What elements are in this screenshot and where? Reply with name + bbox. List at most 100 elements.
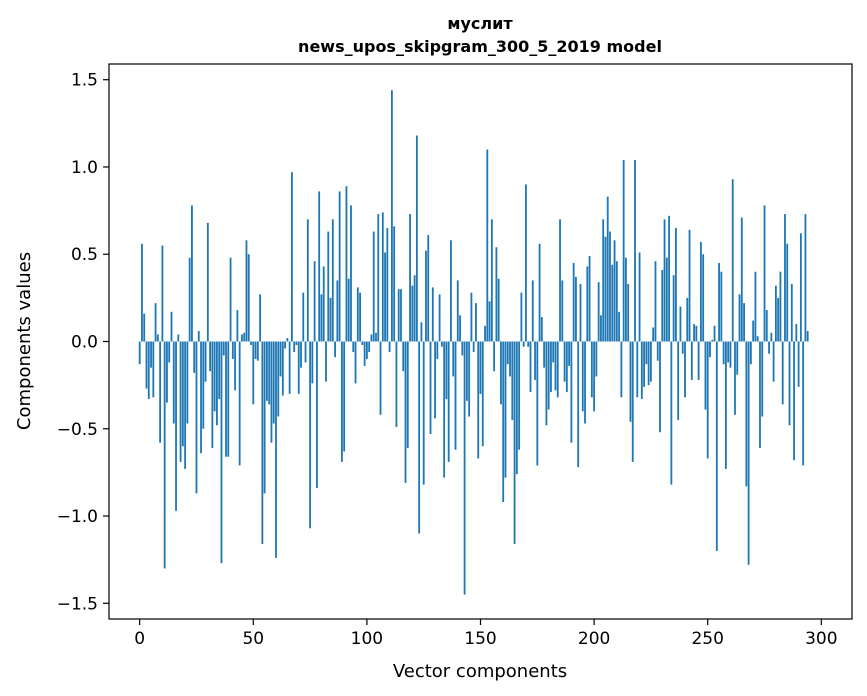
bar-277 (768, 341, 770, 354)
bar-151 (481, 341, 484, 447)
bar-98 (361, 341, 364, 345)
bar-268 (747, 341, 750, 565)
bar-222 (643, 341, 646, 387)
bar-270 (752, 320, 755, 342)
bar-288 (793, 341, 795, 461)
bar-165 (513, 341, 516, 544)
bar-54 (261, 341, 264, 544)
bar-124 (420, 322, 423, 342)
x-axis-ticks: 0 50 100 150 200 250 300 (134, 619, 838, 649)
x-tick-label: 50 (242, 629, 264, 649)
bar-148 (475, 303, 477, 342)
bar-250 (706, 341, 709, 459)
bar-225 (650, 341, 652, 382)
bar-211 (618, 311, 621, 342)
bar-217 (631, 341, 634, 462)
bar-67 (291, 172, 293, 342)
bar-38 (225, 341, 227, 457)
bar-63 (281, 341, 284, 396)
bar-237 (677, 341, 680, 421)
bar-74 (306, 219, 309, 342)
bar-285 (786, 243, 789, 342)
bar-174 (534, 341, 536, 380)
bar-262 (734, 341, 736, 415)
bar-28 (202, 341, 205, 429)
bar-267 (745, 341, 748, 487)
bar-152 (484, 325, 486, 342)
bar-15 (172, 341, 175, 424)
bar-257 (722, 341, 725, 365)
bar-89 (340, 341, 343, 462)
bar-275 (763, 205, 766, 342)
bar-85 (331, 219, 334, 342)
bar-131 (436, 341, 439, 359)
bar-2 (143, 313, 146, 342)
bar-88 (338, 191, 341, 342)
bar-157 (495, 247, 498, 342)
bar-199 (590, 341, 593, 398)
bar-242 (688, 229, 691, 342)
bar-201 (595, 341, 598, 377)
bar-12 (166, 341, 168, 403)
bar-141 (459, 315, 461, 342)
x-tick-label: 100 (351, 629, 383, 649)
bar-106 (379, 341, 382, 415)
bar-203 (600, 315, 602, 342)
bar-283 (781, 341, 784, 405)
bar-269 (749, 341, 752, 365)
bar-263 (736, 341, 739, 375)
x-axis-label: Vector components (393, 661, 567, 682)
bar-231 (663, 219, 666, 342)
bar-37 (222, 341, 225, 356)
bar-1 (141, 243, 143, 342)
bar-286 (788, 341, 791, 426)
y-tick-label: 1.0 (71, 158, 98, 178)
bar-175 (536, 341, 539, 466)
bar-96 (356, 287, 359, 342)
y-axis-ticks: −1.5 −1.0 −0.5 0.0 0.5 1.0 1.5 (57, 71, 109, 614)
bar-113 (395, 341, 398, 428)
bar-134 (443, 341, 446, 478)
chart-title-line2: news_upos_skipgram_300_5_2019 model (298, 37, 662, 56)
bar-107 (381, 212, 384, 342)
bar-44 (238, 341, 241, 466)
bar-43 (236, 310, 239, 342)
bar-282 (779, 271, 782, 342)
bar-72 (302, 292, 305, 342)
bar-53 (259, 294, 262, 342)
bar-195 (581, 341, 584, 412)
bar-279 (772, 341, 775, 382)
bar-206 (606, 196, 609, 342)
bar-42 (234, 341, 237, 391)
bar-126 (425, 250, 427, 342)
bar-75 (309, 341, 311, 529)
bar-104 (375, 332, 377, 342)
bar-181 (550, 341, 552, 393)
x-tick-label: 0 (134, 629, 145, 649)
bar-82 (325, 341, 327, 382)
bar-132 (438, 294, 441, 342)
bar-101 (368, 341, 371, 352)
bar-249 (704, 341, 707, 410)
bar-48 (247, 254, 250, 342)
y-tick-label: 0.5 (71, 245, 98, 265)
bar-29 (204, 341, 207, 382)
bar-76 (311, 341, 314, 384)
bar-276 (765, 310, 768, 342)
bar-167 (518, 341, 521, 450)
bar-194 (579, 283, 582, 342)
bar-121 (413, 275, 416, 342)
bar-21 (186, 341, 189, 424)
bar-81 (322, 266, 325, 342)
y-tick-label: −1.5 (57, 594, 98, 614)
bar-117 (404, 341, 407, 483)
bar-169 (522, 341, 525, 347)
y-axis-label: Components values (14, 252, 35, 430)
bar-154 (488, 301, 491, 342)
bar-62 (279, 341, 282, 377)
bar-84 (329, 297, 332, 342)
bar-284 (784, 214, 786, 342)
bar-271 (754, 271, 757, 342)
bar-90 (343, 341, 346, 452)
